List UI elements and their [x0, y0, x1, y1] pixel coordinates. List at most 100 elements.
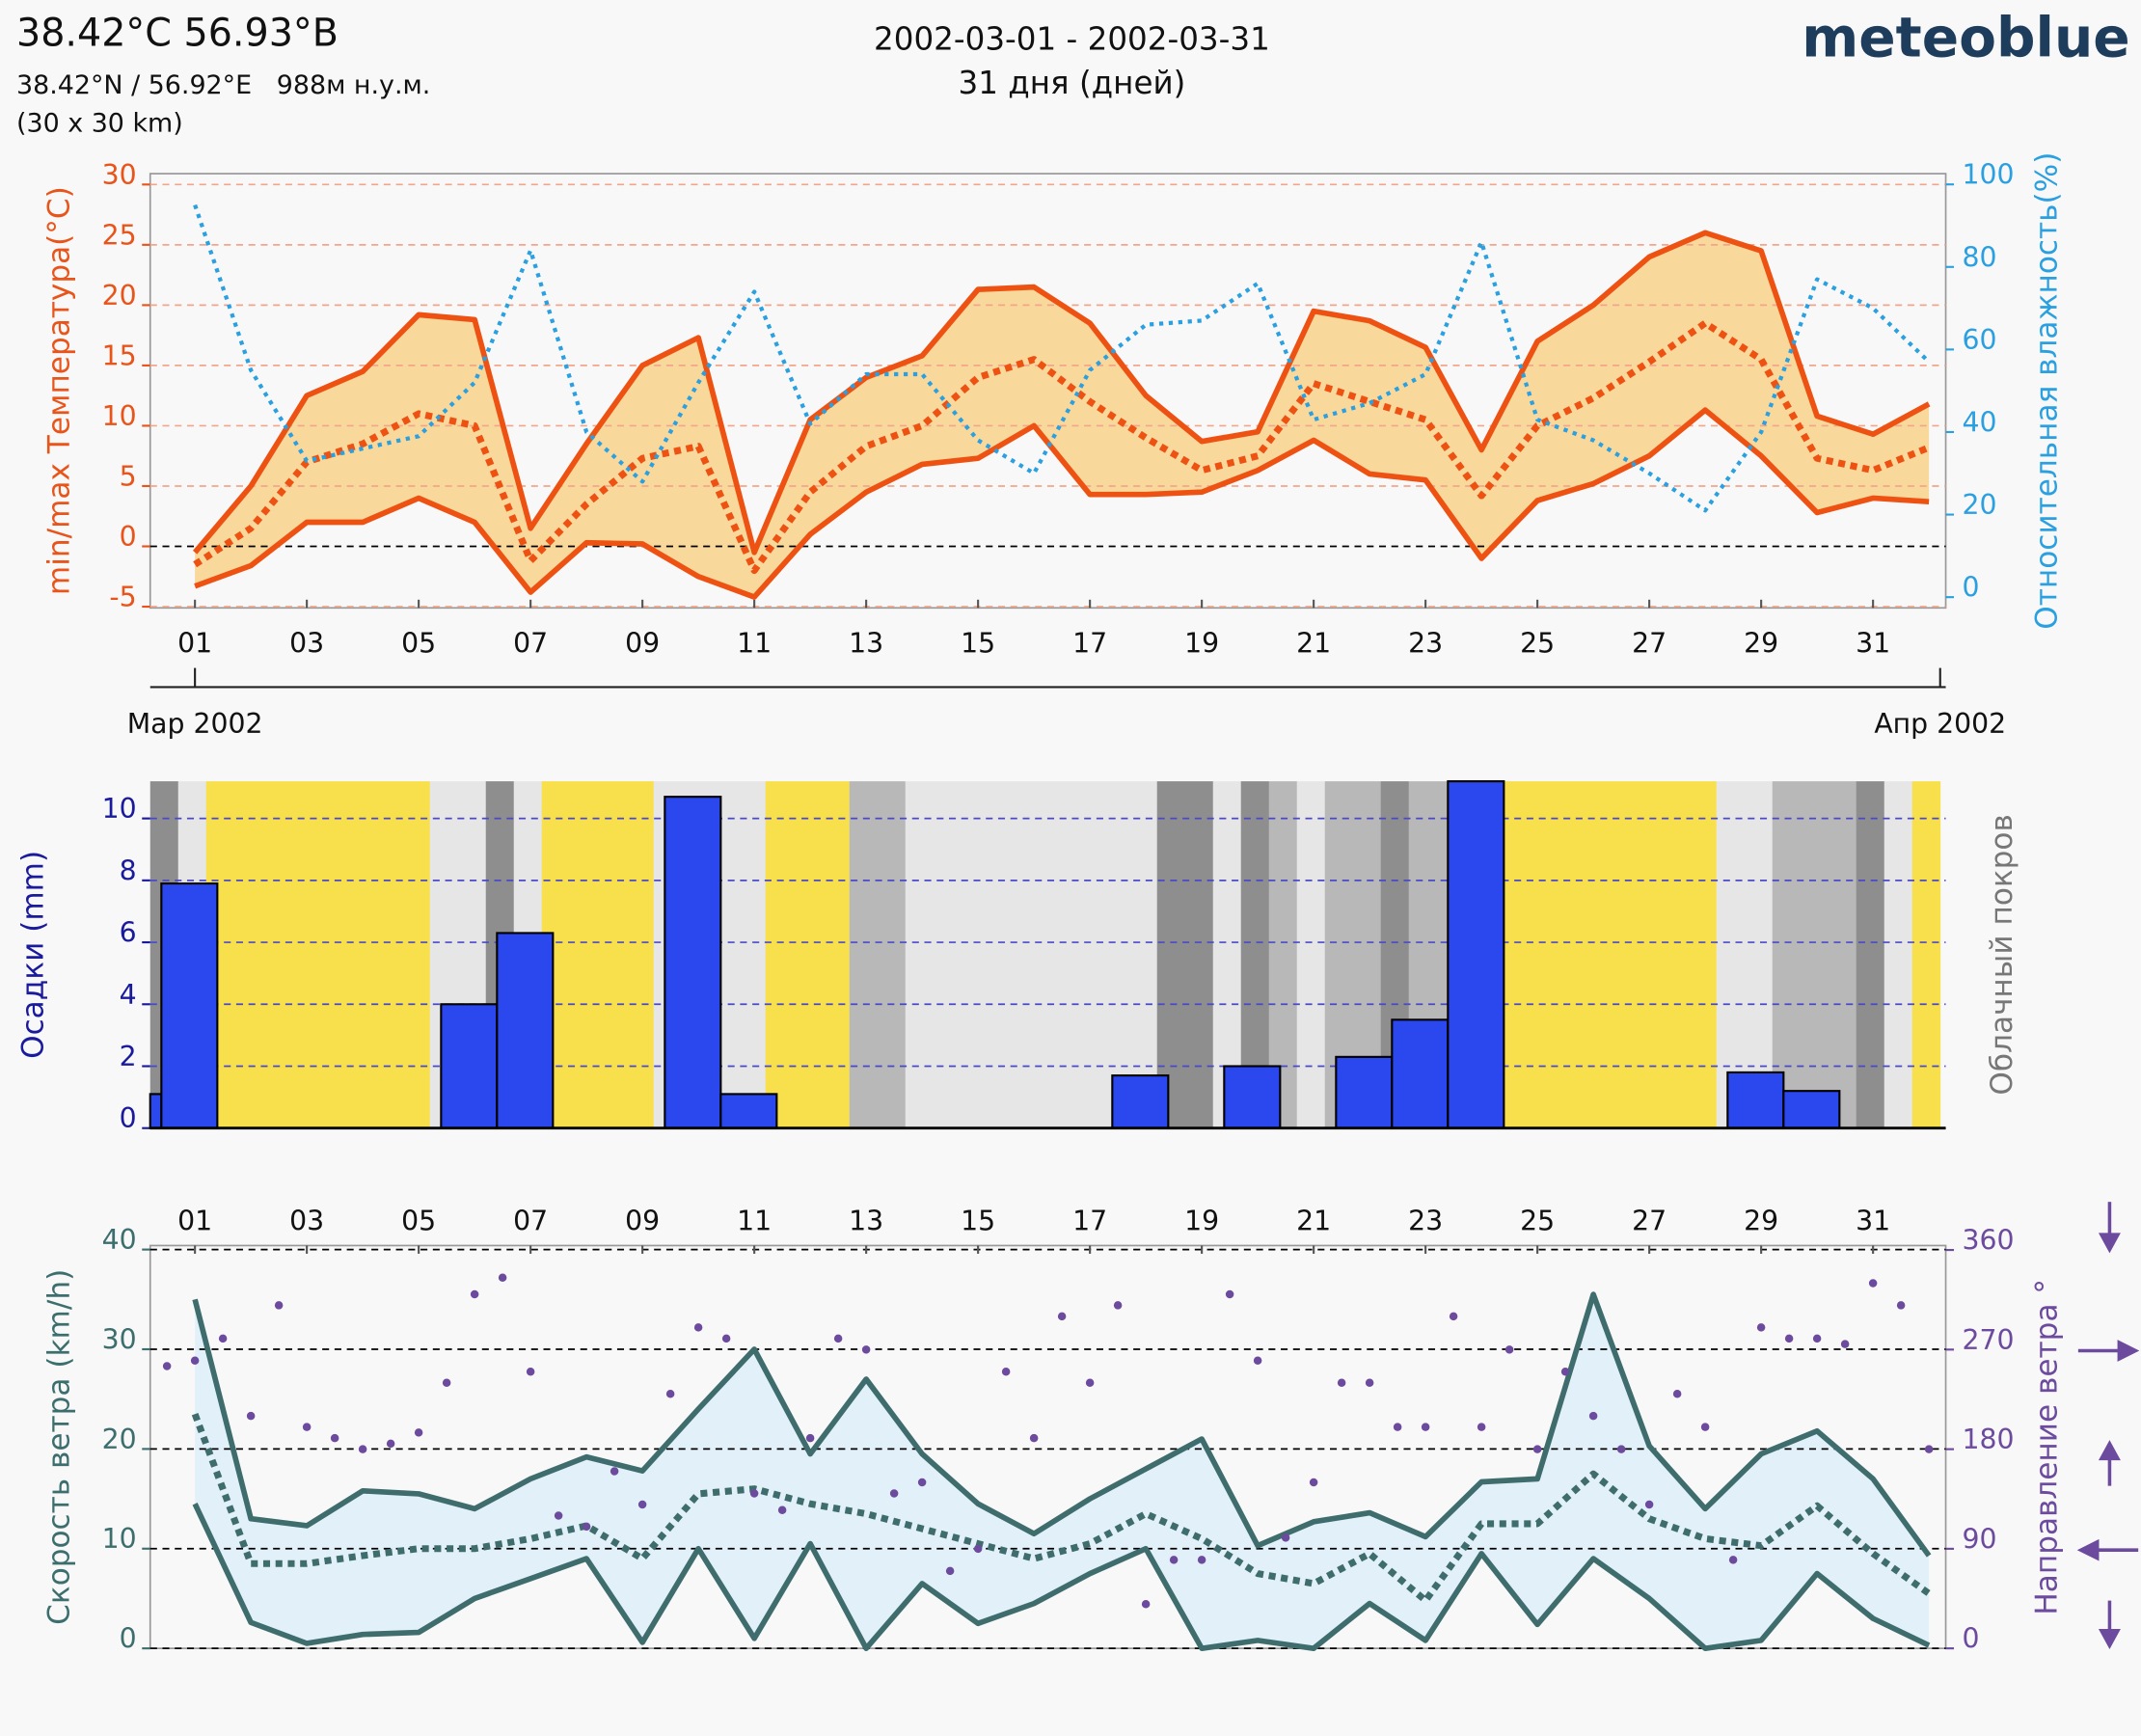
y-tick-label: 20: [102, 280, 137, 312]
precipitation-bar: [719, 1093, 778, 1129]
y-tick-label: 30: [102, 159, 137, 191]
direction-point: [749, 1489, 759, 1498]
y-tick-label: 0: [120, 521, 137, 553]
direction-point: [1700, 1423, 1710, 1431]
direction-point: [1784, 1334, 1794, 1343]
direction-point: [414, 1428, 423, 1437]
range-fill: [195, 1294, 1930, 1649]
y-tick-label: 0: [120, 1102, 137, 1134]
cloud-cover: [1548, 781, 1578, 1128]
y-tick-label: 5: [120, 460, 137, 492]
y-tick-label: 30: [102, 1323, 137, 1355]
logo: meteoblue: [1802, 6, 2129, 69]
period: 2002-03-01 - 2002-03-31: [874, 21, 1270, 58]
x-tick-label: 13: [849, 1205, 883, 1236]
cloud-cover: [961, 781, 990, 1128]
x-tick-label: 09: [625, 628, 660, 660]
cloud-cover: [877, 781, 907, 1128]
direction-point: [1169, 1556, 1179, 1564]
direction-point: [1532, 1445, 1542, 1453]
cloud-cover: [1744, 781, 1774, 1128]
value-line: [191, 1412, 1932, 1605]
direction-point: [693, 1323, 703, 1332]
x-tick-label: 29: [1744, 628, 1778, 660]
y-axis-title: Скорость ветра (km/h): [41, 1269, 76, 1625]
direction-point: [1421, 1423, 1430, 1431]
direction-point: [442, 1378, 451, 1388]
x-tick-label: 19: [1184, 628, 1219, 660]
cloud-cover: [1632, 781, 1662, 1128]
y-tick-label: 40: [102, 1224, 137, 1256]
direction-point: [1812, 1334, 1822, 1343]
cloud-cover: [1184, 781, 1214, 1128]
direction-point: [1588, 1411, 1598, 1421]
cloud-cover: [233, 781, 263, 1128]
direction-point: [1756, 1323, 1766, 1332]
direction-point: [302, 1423, 312, 1431]
day-count: 31 дня (дней): [959, 65, 1186, 101]
direction-point: [162, 1362, 172, 1370]
precipitation-bar: [1335, 1055, 1394, 1129]
direction-point: [805, 1433, 815, 1443]
direction-point: [470, 1289, 479, 1299]
direction-point: [582, 1522, 591, 1532]
x-tick-label: 19: [1184, 1205, 1219, 1236]
x-tick-label: 31: [1856, 628, 1890, 660]
direction-point: [610, 1467, 619, 1476]
cloud-cover: [401, 781, 431, 1128]
direction-point: [554, 1511, 563, 1520]
cloud-cover: [1688, 781, 1718, 1128]
direction-point: [889, 1489, 899, 1498]
direction-point: [1141, 1599, 1151, 1609]
resolution: (30 x 30 km): [16, 109, 183, 139]
direction-point: [917, 1478, 927, 1487]
x-tick-label: 07: [513, 628, 548, 660]
precipitation-bar: [149, 1093, 163, 1129]
y2-tick-label: 360: [1963, 1225, 2015, 1257]
direction-point: [1644, 1500, 1654, 1509]
direction-point: [190, 1356, 200, 1366]
direction-point: [218, 1334, 228, 1343]
direction-point: [1057, 1312, 1067, 1321]
x-tick-label: 23: [1408, 628, 1443, 660]
arrow-head: [2117, 1340, 2140, 1362]
y-tick-label: 8: [120, 854, 137, 886]
direction-point: [973, 1544, 983, 1554]
y-axis-title: min/max Температура(°C): [41, 186, 76, 595]
cloud-cover: [1772, 781, 1802, 1128]
cloud-cover: [1072, 781, 1102, 1128]
direction-point: [1504, 1345, 1514, 1354]
cloud-cover: [1576, 781, 1606, 1128]
y-tick-label: 10: [102, 1523, 137, 1555]
cloud-cover: [1604, 781, 1634, 1128]
x-tick-label: 21: [1296, 628, 1331, 660]
cloud-cover: [569, 781, 599, 1128]
direction-point: [1281, 1533, 1290, 1542]
value-line: [192, 230, 1931, 556]
y2-tick-label: 40: [1963, 406, 1997, 438]
cloud-cover: [1520, 781, 1550, 1128]
cloud-cover: [1128, 781, 1158, 1128]
backgrounds: [149, 173, 1947, 1649]
direction-point: [1840, 1340, 1850, 1348]
direction-point: [721, 1334, 731, 1343]
x-tick-label: 17: [1072, 628, 1107, 660]
y2-axis-title: Направление ветра °: [2030, 1279, 2065, 1615]
precipitation-bar: [440, 1003, 499, 1129]
direction-point: [498, 1273, 507, 1282]
cloud-cover: [1884, 781, 1913, 1128]
x-tick-label: 27: [1632, 1205, 1667, 1236]
y-tick-label: 20: [102, 1424, 137, 1455]
cloud-cover: [625, 781, 655, 1128]
value-line: [193, 319, 1931, 575]
direction-point: [1001, 1368, 1011, 1376]
y2-tick-label: 60: [1963, 324, 1997, 356]
direction-point: [1029, 1433, 1039, 1443]
direction-point: [330, 1433, 339, 1443]
coordinates: 38.42°N / 56.92°E 988м н.у.м.: [16, 70, 430, 100]
y-tick-label: 4: [120, 979, 137, 1011]
x-tick-label: 03: [289, 1205, 324, 1236]
cloud-cover: [1911, 781, 1941, 1128]
precipitation-bar: [1447, 780, 1505, 1129]
